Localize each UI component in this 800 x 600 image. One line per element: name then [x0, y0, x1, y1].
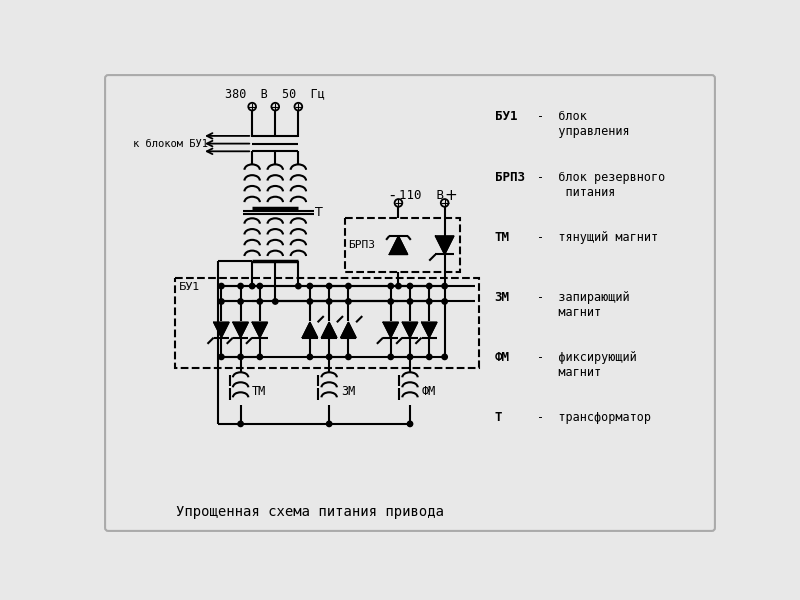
Text: ФМ: ФМ — [422, 385, 436, 398]
Circle shape — [442, 354, 447, 359]
Polygon shape — [383, 322, 398, 338]
Text: -  тянущий магнит: - тянущий магнит — [537, 230, 658, 244]
Polygon shape — [214, 322, 229, 338]
Circle shape — [250, 283, 255, 289]
Circle shape — [307, 354, 313, 359]
Circle shape — [396, 283, 401, 289]
Circle shape — [218, 299, 224, 304]
Text: -  блок резервного
    питания: - блок резервного питания — [537, 170, 666, 199]
Circle shape — [238, 299, 243, 304]
Circle shape — [426, 299, 432, 304]
Text: Упрощенная схема питания привода: Упрощенная схема питания привода — [176, 505, 444, 520]
Text: 110  В: 110 В — [399, 188, 444, 202]
Circle shape — [388, 283, 394, 289]
Circle shape — [407, 299, 413, 304]
Circle shape — [257, 283, 262, 289]
Circle shape — [346, 354, 351, 359]
Circle shape — [442, 283, 447, 289]
Text: -  фиксирующий
   магнит: - фиксирующий магнит — [537, 351, 637, 379]
Polygon shape — [322, 322, 337, 338]
Text: ТМ: ТМ — [252, 385, 266, 398]
Circle shape — [388, 299, 394, 304]
Circle shape — [238, 354, 243, 359]
Text: ЗМ: ЗМ — [494, 290, 510, 304]
Text: БРПЗ: БРПЗ — [349, 240, 375, 250]
Circle shape — [326, 421, 332, 427]
Text: Т: Т — [315, 206, 323, 220]
Circle shape — [407, 354, 413, 359]
Circle shape — [238, 283, 243, 289]
Polygon shape — [390, 236, 408, 254]
Text: -  блок
   управления: - блок управления — [537, 110, 630, 139]
Circle shape — [307, 283, 313, 289]
Circle shape — [257, 354, 262, 359]
Circle shape — [273, 299, 278, 304]
Circle shape — [307, 299, 313, 304]
Circle shape — [346, 299, 351, 304]
Text: БУ1: БУ1 — [179, 282, 200, 292]
Text: БРПЗ: БРПЗ — [494, 170, 525, 184]
Circle shape — [218, 354, 224, 359]
Circle shape — [407, 421, 413, 427]
Circle shape — [407, 283, 413, 289]
Polygon shape — [252, 322, 267, 338]
Circle shape — [442, 299, 447, 304]
Polygon shape — [402, 322, 418, 338]
Circle shape — [257, 299, 262, 304]
Text: ТМ: ТМ — [494, 230, 510, 244]
Circle shape — [426, 354, 432, 359]
Circle shape — [326, 354, 332, 359]
Text: ЗМ: ЗМ — [341, 385, 355, 398]
Text: к блоком БУ1: к блоком БУ1 — [133, 139, 208, 149]
Polygon shape — [302, 322, 318, 338]
Polygon shape — [435, 236, 454, 254]
Text: +: + — [445, 188, 457, 203]
Text: -  трансформатор: - трансформатор — [537, 411, 651, 424]
Circle shape — [238, 421, 243, 427]
Circle shape — [326, 283, 332, 289]
Circle shape — [218, 283, 224, 289]
Polygon shape — [422, 322, 437, 338]
Text: 380  В  50  Гц: 380 В 50 Гц — [226, 87, 325, 100]
Text: Т: Т — [494, 411, 502, 424]
Circle shape — [346, 283, 351, 289]
Circle shape — [326, 299, 332, 304]
Polygon shape — [341, 322, 356, 338]
Circle shape — [296, 283, 301, 289]
Text: -: - — [390, 188, 395, 203]
Text: ФМ: ФМ — [494, 351, 510, 364]
Polygon shape — [233, 322, 248, 338]
Circle shape — [388, 354, 394, 359]
Text: -  запирающий
   магнит: - запирающий магнит — [537, 290, 630, 319]
Text: БУ1: БУ1 — [494, 110, 518, 124]
Circle shape — [426, 283, 432, 289]
FancyBboxPatch shape — [105, 75, 715, 531]
